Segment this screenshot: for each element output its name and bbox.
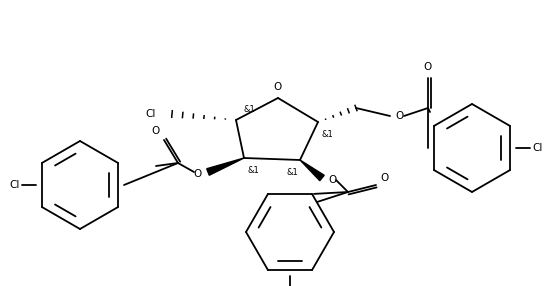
Text: &1: &1 — [244, 106, 256, 114]
Text: O: O — [194, 169, 202, 179]
Text: O: O — [380, 173, 388, 183]
Text: O: O — [395, 111, 403, 121]
Text: &1: &1 — [322, 130, 334, 139]
Text: O: O — [424, 62, 432, 72]
Text: O: O — [274, 82, 282, 92]
Polygon shape — [300, 160, 324, 181]
Polygon shape — [207, 158, 244, 175]
Text: Cl: Cl — [9, 180, 20, 190]
Text: Cl: Cl — [532, 143, 542, 153]
Text: &1: &1 — [287, 168, 298, 177]
Text: &1: &1 — [248, 166, 260, 175]
Text: O: O — [328, 175, 336, 185]
Text: O: O — [152, 126, 160, 136]
Text: Cl: Cl — [145, 109, 156, 119]
